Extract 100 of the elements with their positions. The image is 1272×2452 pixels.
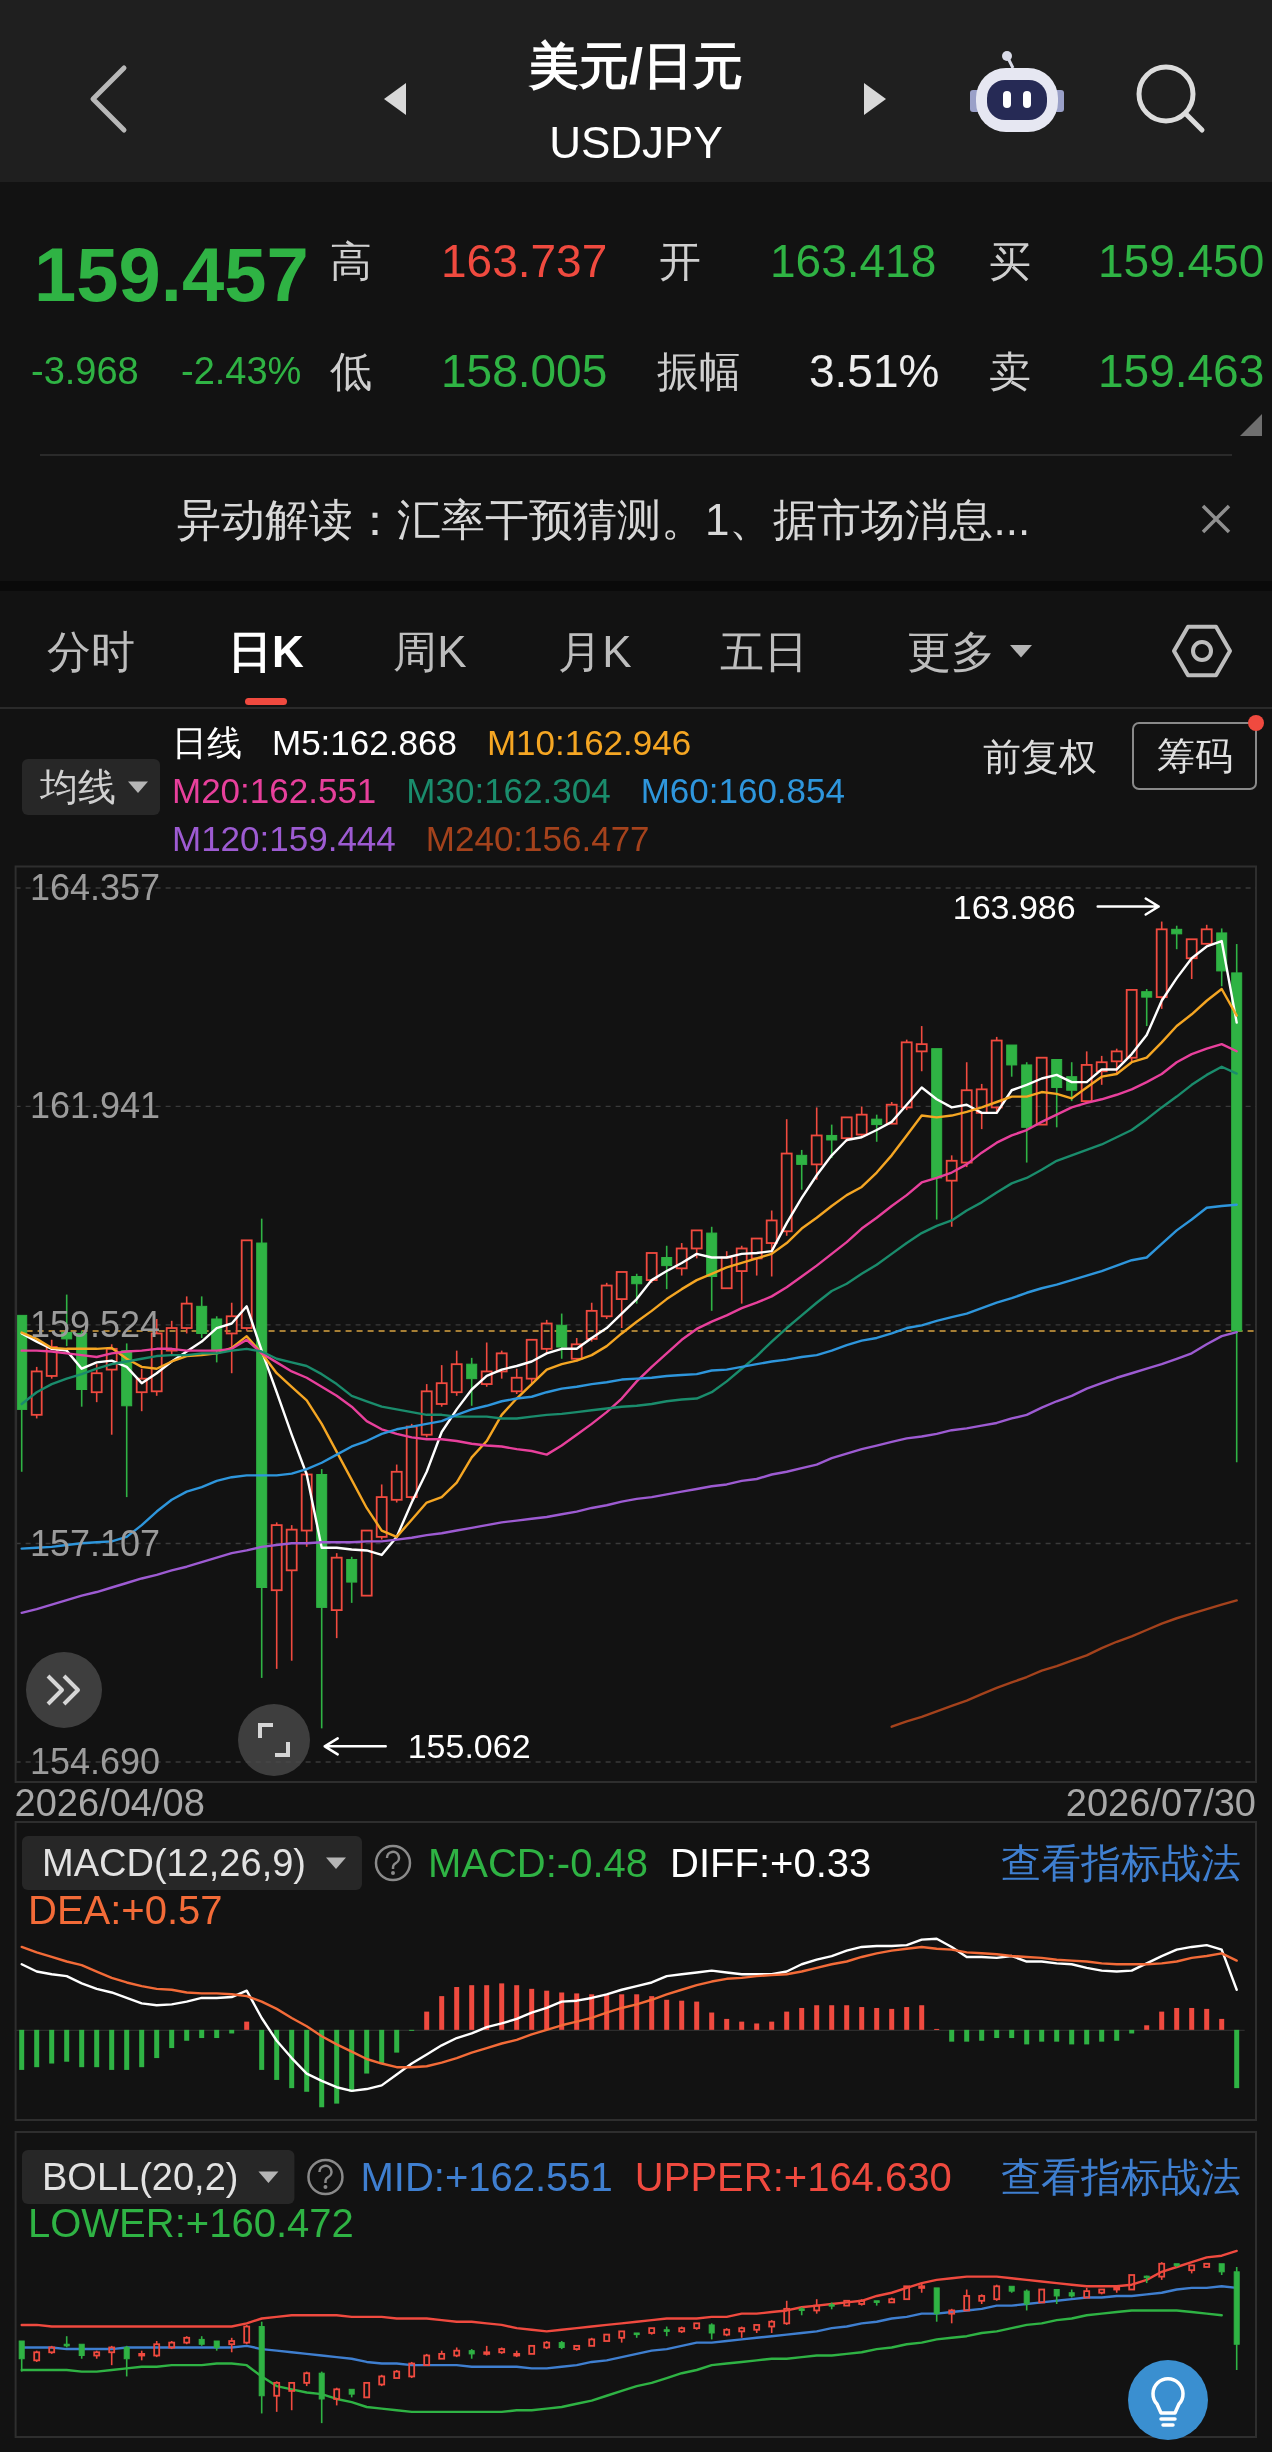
text: M120:159.444 (172, 818, 396, 858)
text: -2.43% (181, 350, 302, 392)
text: 低 (330, 347, 372, 395)
bar (514, 1985, 520, 2030)
bar (634, 1994, 640, 2030)
bar (1084, 2029, 1090, 2045)
bar (1054, 2029, 1060, 2042)
candlestick (256, 1217, 268, 1679)
candlestick (826, 1123, 838, 1159)
bar (499, 1983, 505, 2030)
bar (844, 2005, 850, 2030)
candlestick (933, 2287, 940, 2323)
text: LOWER:+160.472 (28, 2201, 354, 2245)
text: 158.005 (441, 345, 608, 397)
bar (874, 2007, 880, 2030)
candlestick (270, 1521, 283, 1670)
text: 查看指标战法 (1001, 1841, 1241, 1885)
bar (214, 2029, 220, 2039)
candlestick (1095, 1055, 1108, 1086)
candlestick (963, 2288, 971, 2312)
candlestick (213, 2340, 220, 2352)
candlestick (843, 2299, 851, 2307)
bar (814, 2005, 820, 2030)
bar (1174, 2007, 1180, 2030)
candlestick (1231, 943, 1243, 1464)
text: 振幅 (657, 347, 741, 395)
text: 美元/日元 (528, 38, 743, 94)
bar (304, 2029, 310, 2092)
candlestick (528, 2344, 536, 2355)
bar (619, 1994, 625, 2030)
text: 159.463 (1098, 345, 1265, 397)
candlestick (675, 1242, 688, 1277)
bar (394, 2029, 400, 2053)
bar (244, 2021, 250, 2030)
candlestick (945, 1154, 958, 1228)
text: 买 (989, 237, 1031, 285)
bar (829, 2005, 835, 2030)
bar (349, 2029, 355, 2092)
bar (709, 2012, 715, 2030)
bar (184, 2029, 190, 2041)
bar (49, 2029, 55, 2064)
text: MACD:-0.48 (427, 1841, 649, 1885)
candlestick (1171, 924, 1183, 951)
text: 更多 (907, 626, 995, 676)
candlestick (631, 1272, 643, 1305)
bar (94, 2029, 100, 2068)
candlestick (1038, 2288, 1046, 2304)
series-label: DEA:+0.57 (28, 1888, 223, 1932)
bar (664, 1999, 670, 2030)
bar (979, 2029, 985, 2041)
candlestick (1203, 2262, 1211, 2268)
candlestick (556, 1312, 568, 1360)
bar (529, 1988, 535, 2030)
text: 开 (659, 237, 701, 285)
bar (1069, 2029, 1075, 2045)
bar (439, 1996, 445, 2030)
text: 日K (228, 626, 305, 676)
bar (1009, 2029, 1015, 2039)
text: 分时 (47, 626, 135, 676)
text: 163.737 (441, 235, 608, 287)
text: MID:+162.551 (360, 2155, 613, 2199)
text: 159.450 (1098, 235, 1265, 287)
bar (484, 1985, 490, 2030)
bar (1024, 2029, 1030, 2045)
text: 均线 (39, 766, 116, 808)
candlestick (633, 2332, 640, 2339)
bar (1144, 2025, 1150, 2030)
bar (1039, 2029, 1045, 2042)
candlestick (600, 1282, 613, 1320)
chart-title: MACD(12,26,9) (42, 1842, 306, 1884)
candlestick (316, 1468, 328, 1730)
bar (1099, 2029, 1105, 2042)
candlestick (871, 1113, 883, 1143)
candlestick (45, 1338, 58, 1380)
bar (919, 2005, 925, 2030)
series-label: DIFF:+0.33 (670, 1841, 872, 1885)
bar (1189, 2007, 1195, 2030)
bar (904, 2007, 910, 2030)
text: M240:156.477 (425, 818, 650, 858)
candlestick (618, 2330, 626, 2344)
candlestick (466, 1357, 478, 1407)
bar (334, 2029, 340, 2104)
bar (994, 2029, 1000, 2039)
text: 163.418 (770, 235, 937, 287)
candlestick (720, 1250, 733, 1290)
candlestick (661, 1244, 673, 1290)
bar (1219, 2018, 1225, 2030)
bar (319, 2029, 325, 2108)
bar (1204, 2008, 1210, 2030)
candlestick (346, 1555, 358, 1604)
candlestick (765, 1209, 778, 1278)
candlestick (196, 1295, 208, 1339)
bar (424, 2011, 430, 2030)
candlestick (363, 2381, 371, 2399)
candlestick (873, 2300, 880, 2307)
candlestick (480, 1341, 493, 1388)
bar (784, 2011, 790, 2030)
bar (679, 2000, 685, 2030)
text: 月K (558, 626, 632, 676)
bar (1114, 2029, 1120, 2041)
